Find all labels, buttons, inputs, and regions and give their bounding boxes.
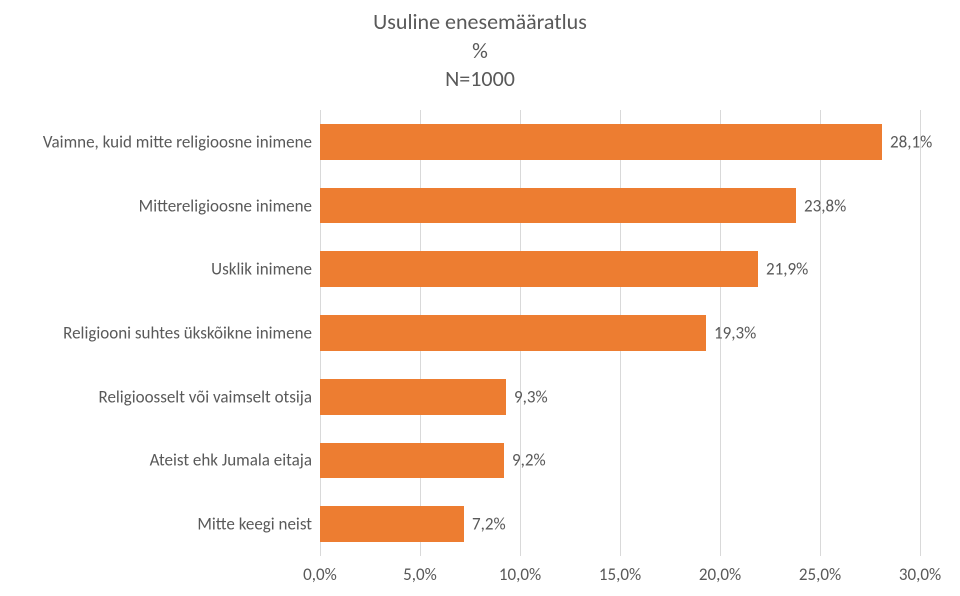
chart-container: Usuline enesemääratlus % N=1000 Vaimne, … (0, 0, 960, 596)
bar (320, 124, 882, 160)
bar (320, 315, 706, 351)
data-label: 28,1% (882, 131, 932, 152)
bar (320, 506, 464, 542)
category-labels: Vaimne, kuid mitte religioosne inimene Mi… (0, 110, 320, 556)
data-label: 21,9% (758, 259, 808, 280)
chart-title: Usuline enesemääratlus % N=1000 (0, 0, 960, 94)
bar-row: 23,8% (320, 174, 920, 238)
bar (320, 443, 504, 479)
category-label: Ateist ehk Jumala eitaja (0, 450, 312, 471)
bar (320, 379, 506, 415)
bar-row: 28,1% (320, 110, 920, 174)
data-label: 19,3% (706, 322, 756, 343)
category-label: Religiooni suhtes ükskõikne inimene (0, 322, 312, 343)
category-label: Mittereligioosne inimene (0, 195, 312, 216)
x-tick-label: 20,0% (699, 564, 741, 585)
x-tick-label: 25,0% (799, 564, 841, 585)
data-label: 9,2% (504, 450, 546, 471)
bar-row: 9,3% (320, 365, 920, 429)
data-label: 23,8% (796, 195, 846, 216)
bar-row: 19,3% (320, 301, 920, 365)
bar-row: 7,2% (320, 492, 920, 556)
x-tick-label: 5,0% (403, 564, 437, 585)
x-tick-label: 0,0% (303, 564, 337, 585)
category-label: Vaimne, kuid mitte religioosne inimene (0, 131, 312, 152)
title-line-2: % (0, 37, 960, 66)
bar-area: 28,1% 23,8% 21,9% 19,3% 9,3% 9,2% 7,2% (320, 110, 920, 556)
bar (320, 251, 758, 287)
data-label: 7,2% (464, 514, 506, 535)
x-axis: 0,0%5,0%10,0%15,0%20,0%25,0%30,0% (320, 564, 920, 588)
x-tick-label: 30,0% (899, 564, 941, 585)
x-tick-label: 15,0% (599, 564, 641, 585)
bar (320, 188, 796, 224)
grid-line (920, 110, 921, 556)
bar-row: 9,2% (320, 429, 920, 493)
plot-area: Vaimne, kuid mitte religioosne inimene Mi… (0, 110, 950, 556)
category-label: Usklik inimene (0, 259, 312, 280)
data-label: 9,3% (506, 386, 548, 407)
title-line-3: N=1000 (0, 65, 960, 94)
category-label: Mitte keegi neist (0, 514, 312, 535)
bar-row: 21,9% (320, 237, 920, 301)
title-line-1: Usuline enesemääratlus (0, 8, 960, 37)
x-tick-label: 10,0% (499, 564, 541, 585)
category-label: Religioosselt või vaimselt otsija (0, 386, 312, 407)
